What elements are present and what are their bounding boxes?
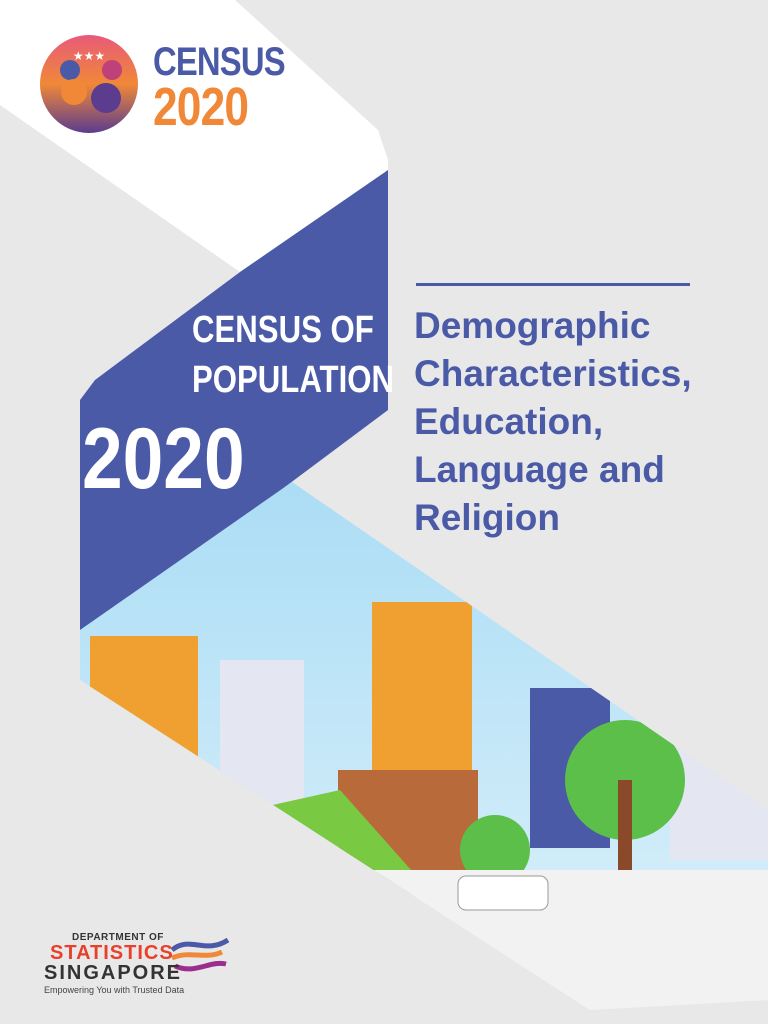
subtitle-line: Education,: [414, 401, 604, 442]
census-logo-emblem: ★★★: [40, 35, 138, 133]
subtitle-line: Demographic: [414, 305, 651, 346]
subtitle-line: Religion: [414, 497, 560, 538]
publisher-logo: DEPARTMENT OF STATISTICS SINGAPORE Empow…: [44, 932, 244, 995]
band-year: 2020: [82, 411, 245, 507]
band-title: CENSUS OF POPULATION: [192, 305, 394, 405]
subtitle-line: Characteristics,: [414, 353, 692, 394]
publisher-tagline: Empowering You with Trusted Data: [44, 985, 185, 995]
logo-census-word: CENSUS: [153, 40, 286, 84]
publisher-name2: SINGAPORE: [44, 962, 183, 984]
logo-census-year: 2020: [153, 77, 249, 137]
band-title-line1: CENSUS OF: [192, 309, 374, 351]
publisher-name1: STATISTICS: [50, 942, 174, 964]
svg-text:★★★: ★★★: [73, 49, 105, 63]
band-title-line2: POPULATION: [192, 359, 394, 401]
title-rule: [416, 283, 690, 286]
publisher-dept: DEPARTMENT OF: [72, 932, 164, 943]
subtitle-line: Language and: [414, 449, 665, 490]
dos-logo-emblem: [170, 937, 230, 972]
blue-band: [80, 170, 388, 640]
report-subtitle: Demographic Characteristics, Education, …: [414, 302, 754, 542]
